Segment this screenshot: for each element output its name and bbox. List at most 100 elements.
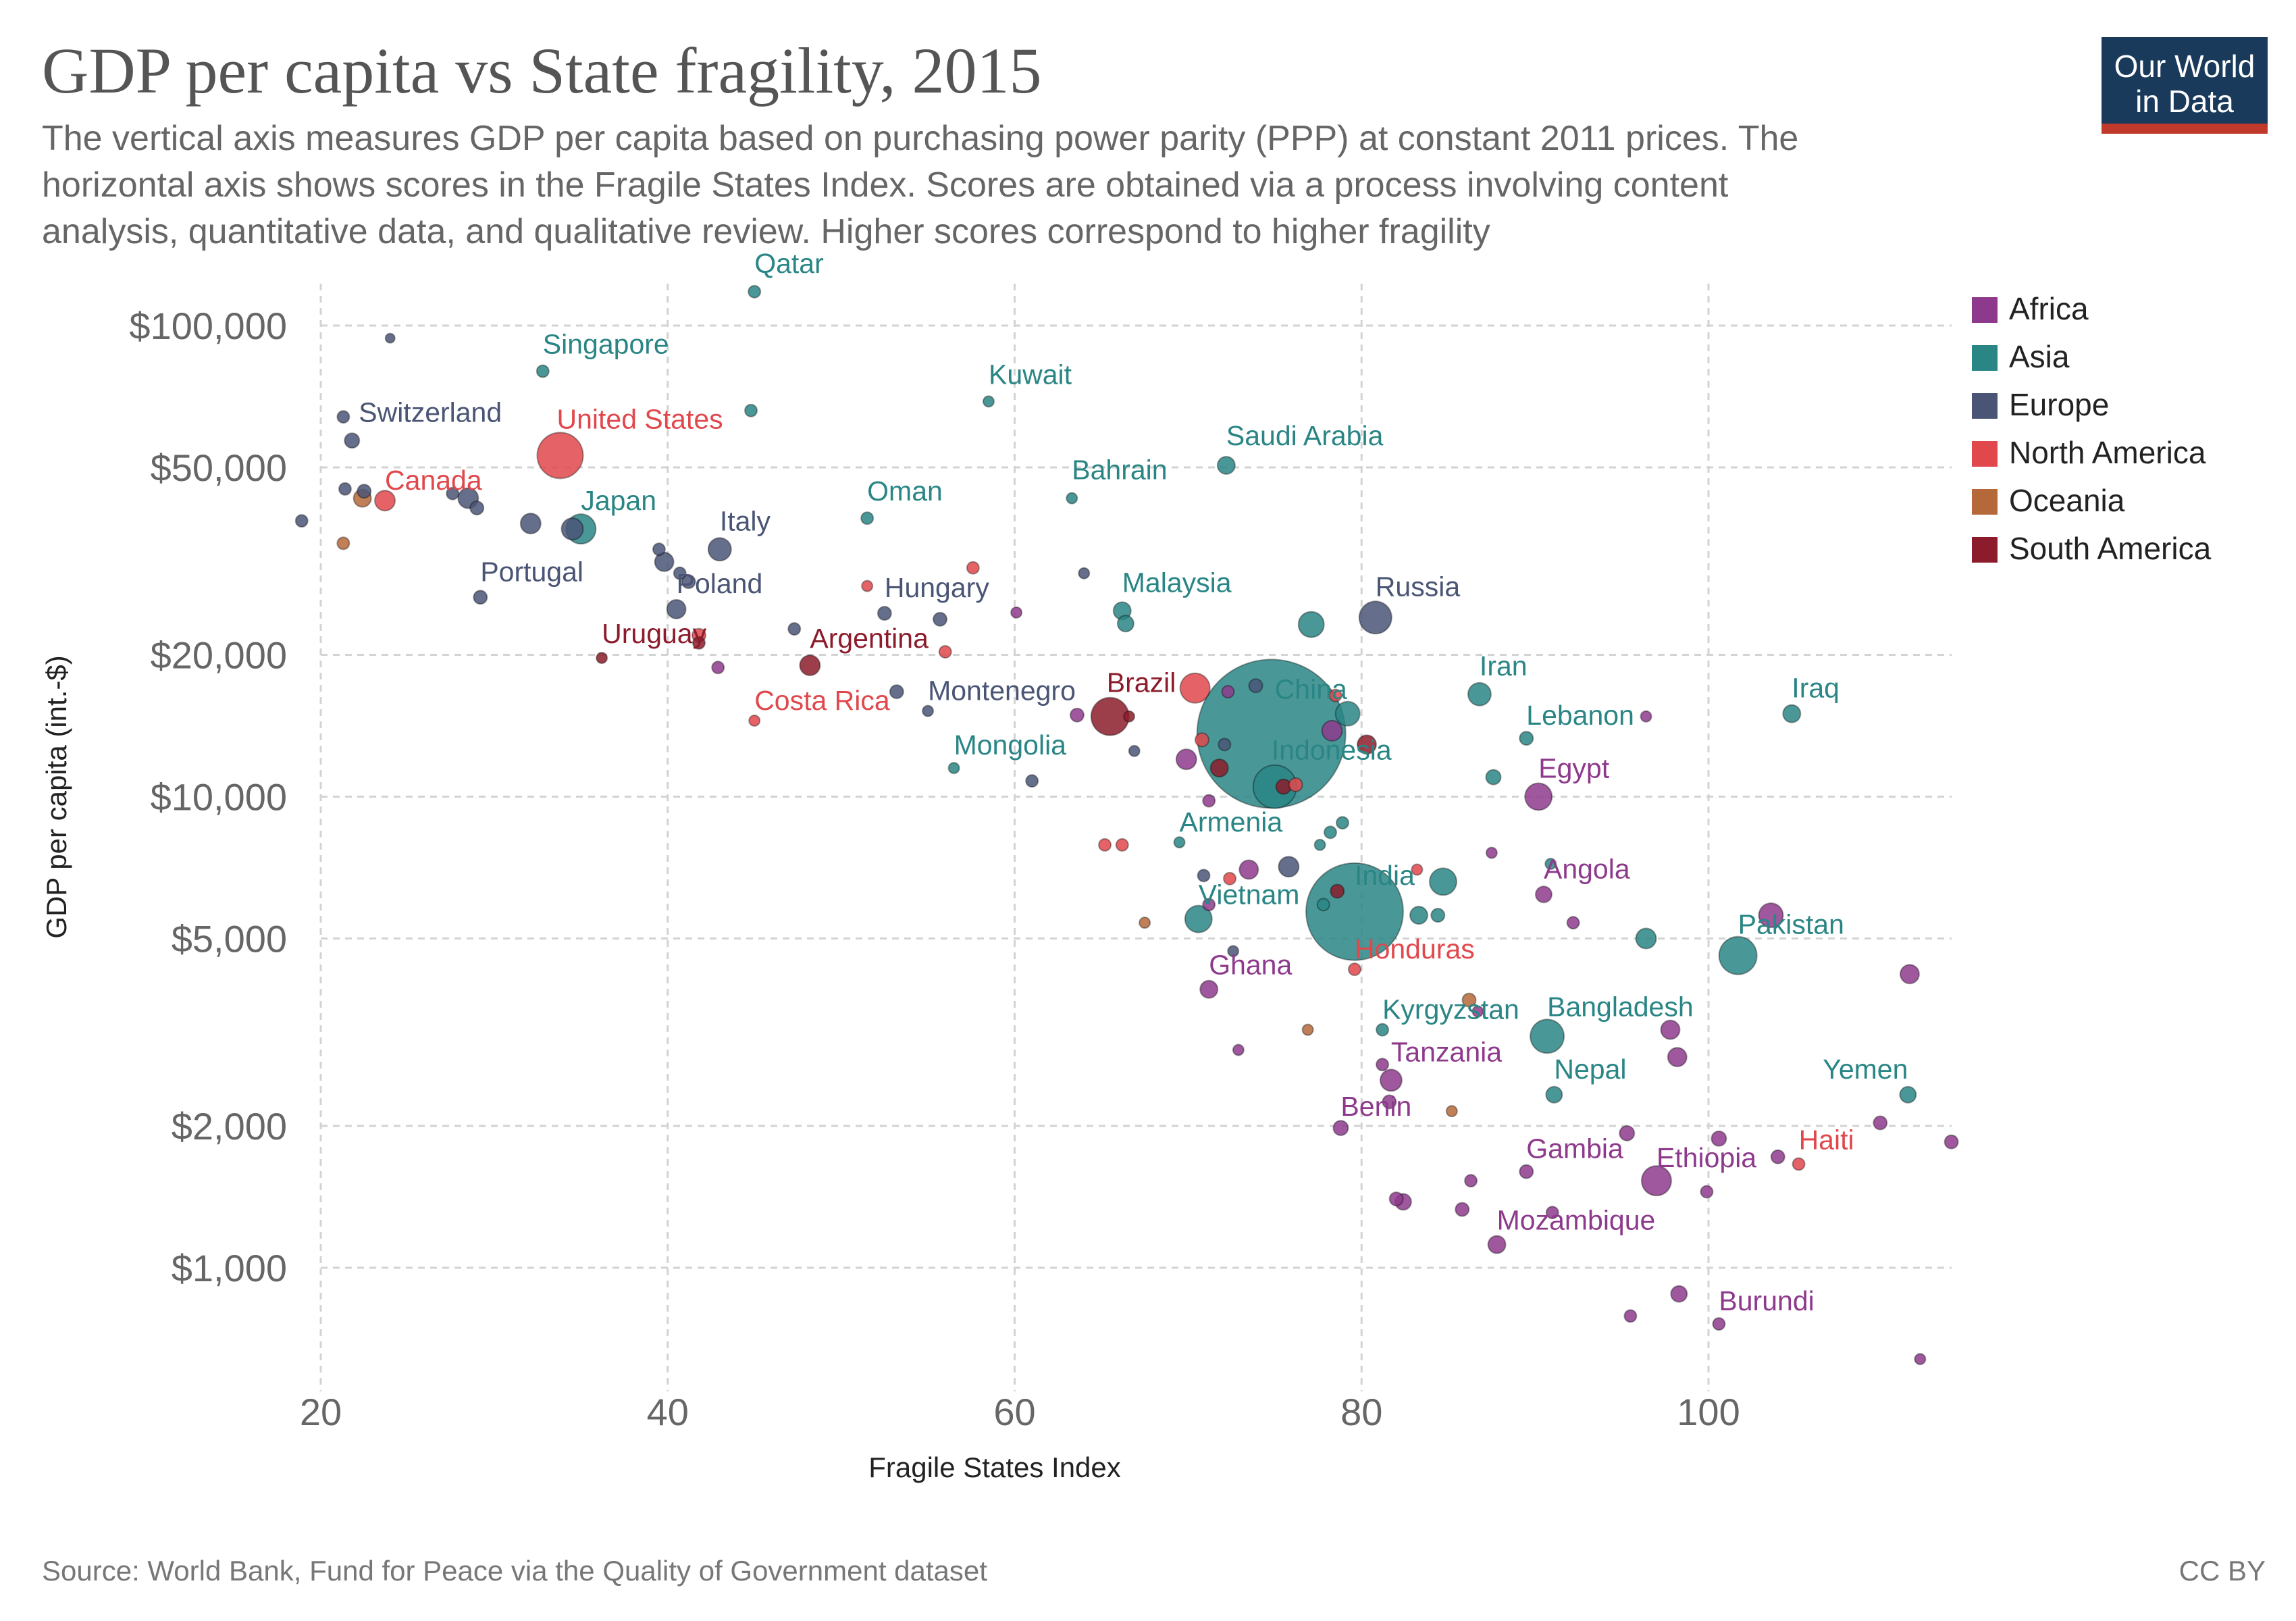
data-point[interactable] (1899, 964, 1920, 985)
data-point[interactable] (1123, 710, 1136, 723)
data-point[interactable] (1376, 1058, 1390, 1072)
license-note[interactable]: CC BY (2179, 1555, 2266, 1587)
data-point[interactable] (338, 482, 352, 496)
data-point[interactable] (1194, 732, 1209, 748)
data-point[interactable] (1202, 898, 1216, 912)
data-point[interactable] (1218, 738, 1232, 752)
data-point[interactable] (1223, 871, 1237, 885)
legend-item-label[interactable]: South America (2009, 531, 2212, 566)
point-india[interactable] (1305, 862, 1404, 961)
data-point[interactable] (1069, 707, 1085, 723)
data-point[interactable] (1382, 1094, 1397, 1110)
data-point[interactable] (1078, 567, 1091, 580)
point-nepal[interactable] (1545, 1085, 1563, 1104)
data-point[interactable] (1545, 1206, 1559, 1220)
point-angola[interactable] (1534, 885, 1553, 904)
data-point[interactable] (1202, 794, 1216, 808)
point-ghana[interactable] (1199, 979, 1219, 999)
data-point[interactable] (1700, 1185, 1714, 1199)
data-point[interactable] (1288, 777, 1303, 792)
data-point[interactable] (1670, 1285, 1688, 1303)
data-point[interactable] (1388, 1191, 1404, 1207)
data-point[interactable] (1640, 710, 1652, 723)
point-vietnam[interactable] (1184, 904, 1213, 933)
data-point[interactable] (744, 403, 758, 417)
legend-item-label[interactable]: Africa (2009, 291, 2089, 326)
data-point[interactable] (1227, 945, 1240, 958)
point-costa-rica[interactable] (748, 714, 761, 727)
data-point[interactable] (1209, 758, 1229, 778)
data-point[interactable] (692, 636, 706, 650)
data-point[interactable] (938, 645, 952, 659)
legend-item-label[interactable]: Asia (2009, 339, 2070, 374)
point-uruguay[interactable] (596, 652, 608, 665)
point-gambia[interactable] (1519, 1164, 1534, 1179)
point-ethiopia[interactable] (1640, 1165, 1672, 1197)
point-china[interactable] (1196, 659, 1347, 809)
data-point[interactable] (1428, 867, 1457, 896)
data-point[interactable] (1635, 927, 1657, 950)
data-point[interactable] (1197, 869, 1211, 883)
data-point[interactable] (652, 542, 666, 557)
data-point[interactable] (1330, 883, 1345, 899)
data-point[interactable] (1321, 719, 1343, 742)
point-mozambique[interactable] (1487, 1235, 1507, 1254)
data-point[interactable] (357, 484, 372, 499)
data-point[interactable] (1115, 838, 1129, 852)
data-point[interactable] (1025, 774, 1039, 788)
point-oman[interactable] (860, 511, 875, 525)
data-point[interactable] (673, 566, 687, 580)
point-singapore[interactable] (536, 364, 550, 378)
data-point[interactable] (1139, 917, 1151, 929)
data-point[interactable] (1297, 611, 1325, 638)
point-kuwait[interactable] (982, 395, 995, 408)
data-point[interactable] (560, 517, 584, 541)
point-bangladesh[interactable] (1530, 1019, 1565, 1054)
point-mongolia[interactable] (947, 762, 960, 775)
point-montenegro[interactable] (922, 704, 935, 717)
data-point[interactable] (1301, 1023, 1314, 1036)
point-haiti[interactable] (1792, 1157, 1806, 1171)
legend-item-label[interactable]: North America (2009, 435, 2206, 470)
data-point[interactable] (1010, 606, 1023, 619)
data-point[interactable] (469, 500, 485, 516)
data-point[interactable] (861, 580, 874, 592)
data-point[interactable] (1324, 825, 1338, 840)
data-point[interactable] (1485, 769, 1502, 786)
data-point[interactable] (1316, 898, 1330, 912)
data-point[interactable] (1128, 744, 1141, 757)
data-point[interactable] (1356, 734, 1377, 755)
data-point[interactable] (711, 661, 725, 675)
point-russia[interactable] (1358, 600, 1392, 635)
data-point[interactable] (1430, 908, 1446, 923)
data-point[interactable] (519, 513, 542, 535)
data-point[interactable] (1485, 846, 1498, 859)
data-point[interactable] (1461, 992, 1477, 1008)
data-point[interactable] (1566, 916, 1580, 930)
point-armenia[interactable] (1173, 836, 1186, 849)
legend-item-label[interactable]: Oceania (2009, 483, 2125, 518)
data-point[interactable] (1175, 748, 1197, 771)
data-point[interactable] (1278, 856, 1300, 878)
data-point[interactable] (1238, 859, 1259, 880)
data-point[interactable] (384, 332, 396, 344)
data-point[interactable] (1098, 838, 1112, 852)
point-iraq[interactable] (1782, 704, 1802, 723)
point-honduras[interactable] (1347, 962, 1361, 977)
data-point[interactable] (1619, 1125, 1636, 1141)
data-point[interactable] (1544, 858, 1557, 871)
data-point[interactable] (336, 410, 350, 424)
data-point[interactable] (1758, 902, 1784, 929)
data-point[interactable] (1660, 1019, 1681, 1040)
point-egypt[interactable] (1524, 782, 1553, 811)
data-point[interactable] (1455, 1202, 1470, 1217)
data-point[interactable] (1335, 816, 1349, 830)
point-united-states[interactable] (536, 432, 584, 480)
data-point[interactable] (1873, 1115, 1888, 1131)
data-point[interactable] (1409, 906, 1429, 925)
data-point[interactable] (787, 622, 802, 636)
owid-logo[interactable]: Our World in Data (2102, 37, 2268, 134)
data-point[interactable] (1914, 1353, 1927, 1366)
point-hungary[interactable] (877, 606, 892, 621)
data-point[interactable] (1445, 1105, 1458, 1118)
